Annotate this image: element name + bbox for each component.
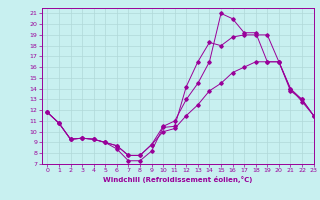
X-axis label: Windchill (Refroidissement éolien,°C): Windchill (Refroidissement éolien,°C) — [103, 176, 252, 183]
